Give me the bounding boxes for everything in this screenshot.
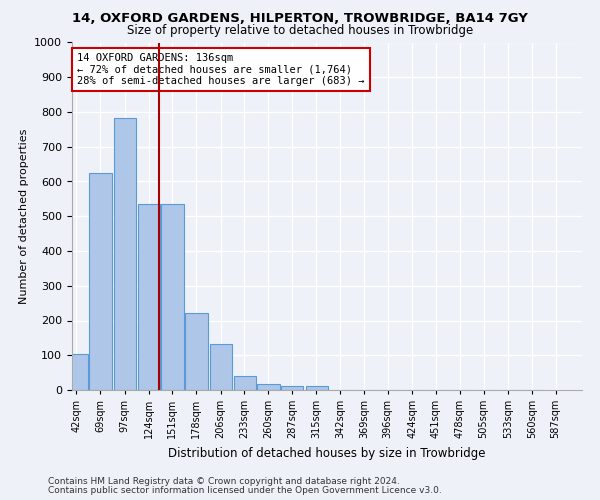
Bar [114, 118, 136, 390]
Bar [185, 313, 208, 390]
Bar [233, 376, 256, 390]
Text: Size of property relative to detached houses in Trowbridge: Size of property relative to detached ho… [127, 24, 473, 37]
Text: Contains public sector information licensed under the Open Government Licence v3: Contains public sector information licen… [48, 486, 442, 495]
Bar [89, 173, 112, 390]
Bar [138, 204, 160, 390]
Text: 14 OXFORD GARDENS: 136sqm
← 72% of detached houses are smaller (1,764)
28% of se: 14 OXFORD GARDENS: 136sqm ← 72% of detac… [77, 53, 365, 86]
Bar [161, 204, 184, 390]
Y-axis label: Number of detached properties: Number of detached properties [19, 128, 29, 304]
Bar [65, 354, 88, 390]
Bar [210, 344, 232, 390]
Bar [257, 384, 280, 390]
X-axis label: Distribution of detached houses by size in Trowbridge: Distribution of detached houses by size … [168, 446, 486, 460]
Bar [305, 386, 328, 390]
Text: 14, OXFORD GARDENS, HILPERTON, TROWBRIDGE, BA14 7GY: 14, OXFORD GARDENS, HILPERTON, TROWBRIDG… [72, 12, 528, 26]
Bar [281, 386, 304, 390]
Text: Contains HM Land Registry data © Crown copyright and database right 2024.: Contains HM Land Registry data © Crown c… [48, 477, 400, 486]
